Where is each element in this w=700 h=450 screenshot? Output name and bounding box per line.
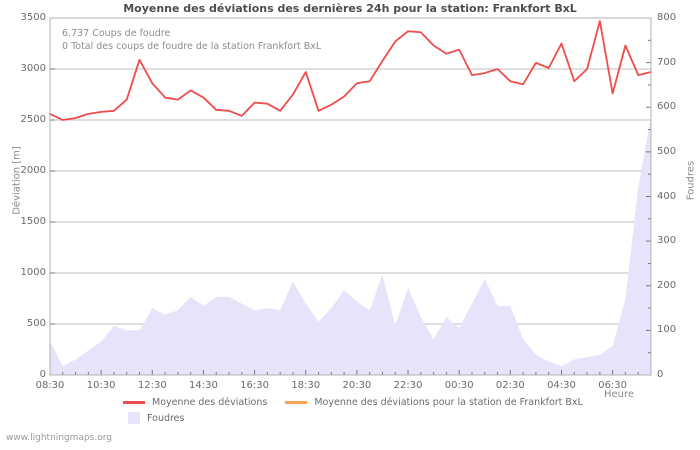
series-line-0 bbox=[49, 20, 652, 121]
legend-label: Moyenne des déviations pour la station d… bbox=[314, 397, 583, 408]
x-axis-tick-label: 08:30 bbox=[35, 380, 65, 391]
legend-item[interactable]: Foudres bbox=[123, 412, 184, 424]
y-axis-right-tick-label: 100 bbox=[657, 324, 677, 336]
y-axis-right-tick-label: 200 bbox=[657, 279, 677, 291]
strokes-area-path bbox=[50, 116, 651, 376]
deviation-line-series bbox=[49, 20, 652, 121]
y-axis-right-tick-label: 0 bbox=[657, 369, 664, 380]
y-axis-right-tick-label: 800 bbox=[657, 12, 677, 23]
x-axis-tick-label: 18:30 bbox=[291, 380, 321, 391]
y-axis-right-tick-label: 300 bbox=[657, 235, 677, 247]
legend-item[interactable]: Moyenne des déviations bbox=[123, 397, 267, 408]
x-axis-tick-label: 20:30 bbox=[342, 380, 372, 391]
page-title: Moyenne des déviations des dernières 24h… bbox=[123, 2, 577, 15]
x-axis-tick-label: 16:30 bbox=[240, 380, 269, 391]
y-axis-right-tick-label: 400 bbox=[657, 190, 677, 202]
legend-item[interactable]: Moyenne des déviations pour la station d… bbox=[285, 397, 583, 408]
legend-swatch-box bbox=[128, 412, 140, 424]
y-axis-right-tick-label: 600 bbox=[657, 101, 677, 113]
y-axis-left-tick-label: 500 bbox=[26, 318, 46, 329]
footer-attribution: www.lightningmaps.org bbox=[6, 433, 112, 443]
x-axis-tick-label: 14:30 bbox=[189, 380, 218, 391]
y-axis-right-tick-label: 700 bbox=[657, 56, 677, 68]
annotation-station-total: 0 Total des coups de foudre de la statio… bbox=[62, 41, 322, 52]
x-axis-tick-label: 04:30 bbox=[547, 380, 576, 391]
y-axis-left-tick-label: 3500 bbox=[20, 12, 46, 23]
x-axis-tick-label: 10:30 bbox=[86, 380, 116, 391]
x-axis-tick-label: 12:30 bbox=[137, 380, 167, 391]
plot-frame bbox=[49, 17, 652, 376]
y-axis-left-tick-label: 3000 bbox=[20, 63, 46, 74]
legend-row-primary: Moyenne des déviations Moyenne des déviat… bbox=[123, 397, 601, 408]
x-axis-tick-label: 02:30 bbox=[495, 380, 525, 391]
legend-row-secondary: Foudres bbox=[123, 412, 202, 424]
strokes-area-series bbox=[50, 116, 651, 376]
x-axis-title: Heure bbox=[604, 389, 635, 400]
x-axis-tick-label: 06:30 bbox=[598, 380, 628, 391]
grid-lines bbox=[50, 68, 651, 325]
y-axis-right-tick-label: 500 bbox=[657, 145, 677, 157]
y-axis-left-tick-label: 1500 bbox=[20, 216, 46, 227]
x-axis-tick-label: 22:30 bbox=[393, 380, 423, 391]
y-axis-left-tick-label: 0 bbox=[39, 369, 46, 380]
legend-swatch-line bbox=[285, 401, 308, 404]
annotation-strokes-count: 6.737 Coups de foudre bbox=[62, 28, 171, 39]
legend-label: Foudres bbox=[147, 412, 185, 424]
x-axis-tick-label: 00:30 bbox=[444, 380, 474, 391]
y-axis-left-tick-label: 1000 bbox=[20, 267, 46, 278]
legend-label: Moyenne des déviations bbox=[152, 397, 268, 408]
y-axis-left-tick-label: 2500 bbox=[20, 114, 46, 125]
legend-swatch-line bbox=[123, 401, 145, 404]
y-axis-left-tick-label: 2000 bbox=[20, 165, 46, 176]
